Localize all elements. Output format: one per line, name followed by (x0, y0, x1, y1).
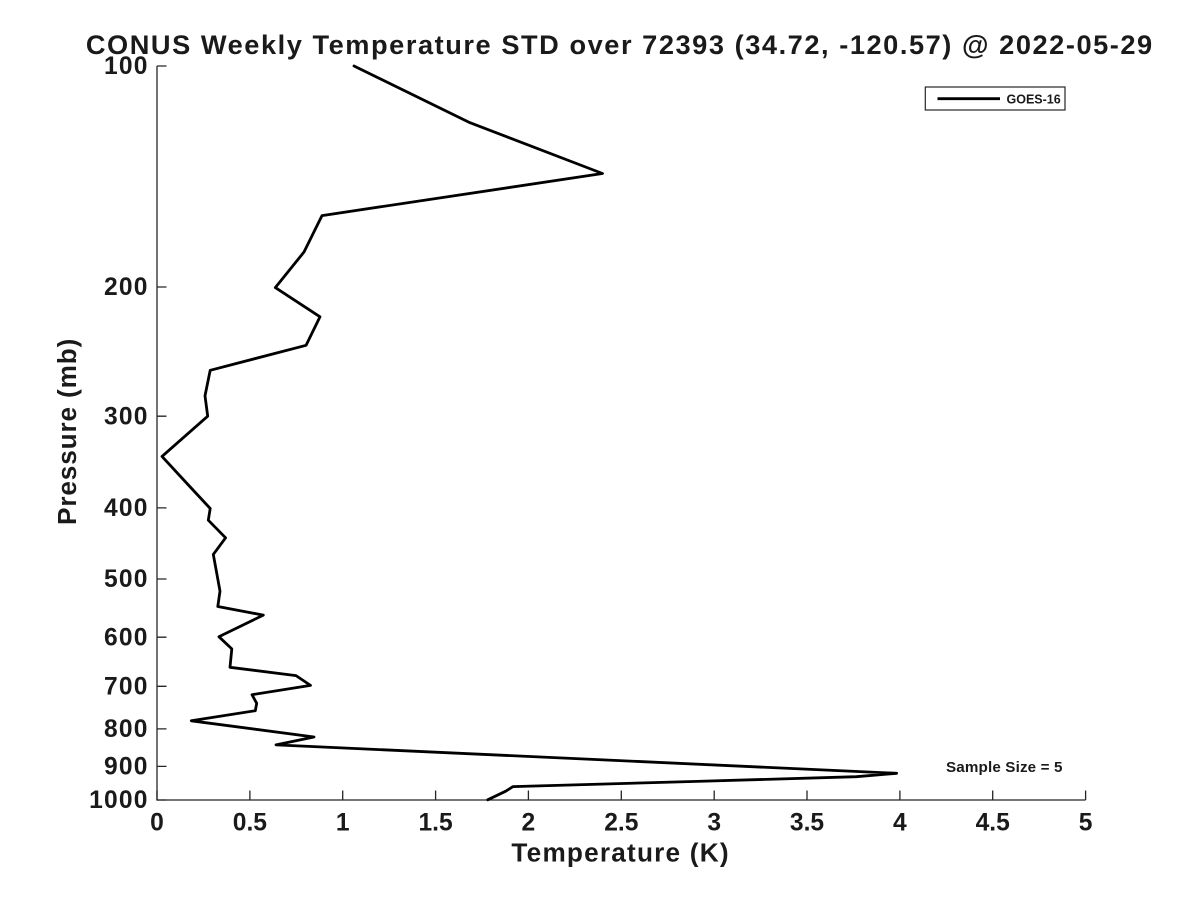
svg-text:1000: 1000 (89, 787, 149, 814)
svg-text:0.5: 0.5 (233, 810, 267, 837)
svg-text:400: 400 (104, 495, 149, 522)
svg-text:Pressure (mb): Pressure (mb) (52, 338, 82, 525)
svg-text:900: 900 (104, 754, 149, 781)
svg-text:1.5: 1.5 (418, 810, 452, 837)
svg-text:5: 5 (1079, 810, 1093, 837)
svg-text:3: 3 (707, 810, 721, 837)
svg-text:4: 4 (893, 810, 907, 837)
svg-text:500: 500 (104, 566, 149, 593)
svg-text:100: 100 (104, 53, 149, 80)
svg-text:2: 2 (522, 810, 536, 837)
svg-text:CONUS Weekly Temperature STD o: CONUS Weekly Temperature STD over 72393 … (86, 29, 1154, 60)
svg-text:2.5: 2.5 (604, 810, 638, 837)
svg-text:GOES-16: GOES-16 (1007, 93, 1061, 107)
svg-text:300: 300 (104, 403, 149, 430)
svg-text:800: 800 (104, 716, 149, 743)
svg-text:Sample Size = 5: Sample Size = 5 (946, 759, 1063, 776)
svg-text:700: 700 (104, 673, 149, 700)
svg-text:200: 200 (104, 274, 149, 301)
svg-text:Temperature (K): Temperature (K) (511, 837, 729, 867)
svg-text:1: 1 (336, 810, 350, 837)
svg-text:3.5: 3.5 (790, 810, 824, 837)
svg-text:600: 600 (104, 624, 149, 651)
svg-text:0: 0 (150, 810, 164, 837)
svg-text:4.5: 4.5 (976, 810, 1010, 837)
